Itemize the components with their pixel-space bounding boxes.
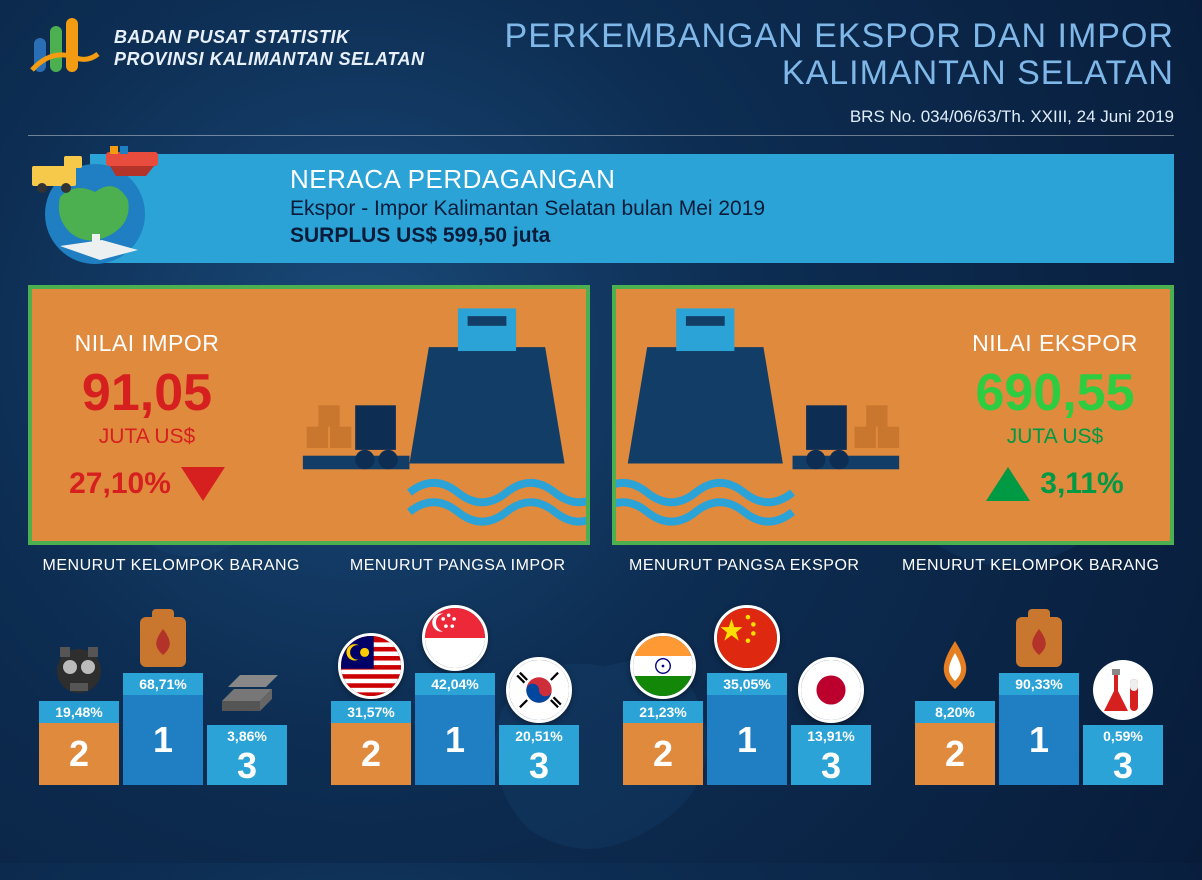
ekspor-change-pct: 3,11% — [1040, 467, 1123, 501]
page-title: PERKEMBANGAN EKSPOR DAN IMPOR KALIMANTAN… — [505, 18, 1174, 93]
podium-pct: 21,23% — [623, 701, 703, 723]
podium-group-1: 19,48% 2 68,71% 1 3,86% 3 — [28, 585, 298, 785]
impor-value: 91,05 — [82, 367, 212, 419]
ship-import-icon — [262, 289, 586, 541]
podium-rank: 3 — [207, 747, 287, 785]
podium-item: 42,04% 1 — [415, 605, 495, 785]
flag-japan-icon — [798, 657, 864, 723]
up-triangle-icon — [986, 467, 1030, 501]
podium-rank: 2 — [623, 723, 703, 785]
podium-rank: 2 — [39, 723, 119, 785]
title-line2: KALIMANTAN SELATAN — [505, 55, 1174, 92]
podium-group-2: 31,57% 2 42,04% 1 20,51% 3 — [320, 585, 590, 785]
podium-rank: 3 — [1083, 747, 1163, 785]
banner-line2: SURPLUS US$ 599,50 juta — [290, 222, 1140, 249]
podium-item: 20,51% 3 — [499, 657, 579, 785]
podium-group-4: 8,20% 2 90,33% 1 0,59% 3 — [904, 585, 1174, 785]
org-line2: PROVINSI KALIMANTAN SELATAN — [114, 48, 425, 71]
flag-malaysia-icon — [338, 633, 404, 699]
podium-item: 19,48% 2 — [39, 633, 119, 785]
sec-label-2: MENURUT PANGSA IMPOR — [315, 557, 602, 575]
header: BADAN PUSAT STATISTIK PROVINSI KALIMANTA… — [0, 0, 1202, 101]
impor-unit: JUTA US$ — [99, 425, 195, 449]
brs-number: BRS No. 034/06/63/Th. XXIII, 24 Juni 201… — [0, 107, 1202, 127]
down-triangle-icon — [181, 467, 225, 501]
oil-drop-icon — [922, 633, 988, 699]
podium-rank: 1 — [123, 695, 203, 785]
podium-pct: 20,51% — [499, 725, 579, 747]
engine-icon — [46, 633, 112, 699]
ekspor-change: 3,11% — [986, 467, 1123, 501]
impor-change-pct: 27,10% — [69, 467, 171, 501]
banner: NERACA PERDAGANGAN Ekspor - Impor Kalima… — [130, 154, 1174, 264]
org-block: BADAN PUSAT STATISTIK PROVINSI KALIMANTA… — [28, 18, 425, 78]
banner-line1: Ekspor - Impor Kalimantan Selatan bulan … — [290, 195, 1140, 222]
podium-rank: 1 — [415, 695, 495, 785]
podium-rank: 3 — [791, 747, 871, 785]
impor-card: NILAI IMPOR 91,05 JUTA US$ 27,10% — [28, 285, 590, 545]
fuel-bag-icon — [1006, 605, 1072, 671]
header-rule — [28, 135, 1174, 136]
org-line1: BADAN PUSAT STATISTIK — [114, 26, 425, 49]
podium-pct: 13,91% — [791, 725, 871, 747]
fuel-bag-icon — [130, 605, 196, 671]
podium-pct: 35,05% — [707, 673, 787, 695]
podium-pct: 3,86% — [207, 725, 287, 747]
podium-rank: 2 — [915, 723, 995, 785]
ekspor-title: NILAI EKSPOR — [972, 330, 1138, 357]
flag-singapore-icon — [422, 605, 488, 671]
podiums: 19,48% 2 68,71% 1 3,86% 3 31,57% 2 — [28, 585, 1174, 785]
podium-item: 21,23% 2 — [623, 633, 703, 785]
chemistry-icon — [1090, 657, 1156, 723]
flag-china-icon — [714, 605, 780, 671]
podium-item: 3,86% 3 — [207, 657, 287, 785]
banner-heading: NERACA PERDAGANGAN — [290, 164, 1140, 195]
podium-pct: 68,71% — [123, 673, 203, 695]
flag-india-icon — [630, 633, 696, 699]
ekspor-card: NILAI EKSPOR 690,55 JUTA US$ 3,11% — [612, 285, 1174, 545]
podium-pct: 31,57% — [331, 701, 411, 723]
podium-pct: 8,20% — [915, 701, 995, 723]
sec-label-4: MENURUT KELOMPOK BARANG — [888, 557, 1175, 575]
ship-export-icon — [616, 289, 940, 541]
podium-item: 68,71% 1 — [123, 605, 203, 785]
sec-label-3: MENURUT PANGSA EKSPOR — [601, 557, 888, 575]
podium-rank: 1 — [999, 695, 1079, 785]
steel-icon — [214, 657, 280, 723]
podium-item: 8,20% 2 — [915, 633, 995, 785]
podium-group-3: 21,23% 2 35,05% 1 13,91% 3 — [612, 585, 882, 785]
title-line1: PERKEMBANGAN EKSPOR DAN IMPOR — [505, 18, 1174, 55]
podium-item: 31,57% 2 — [331, 633, 411, 785]
impor-change: 27,10% — [69, 467, 225, 501]
podium-pct: 90,33% — [999, 673, 1079, 695]
globe-trade-icon — [20, 142, 170, 272]
sec-label-1: MENURUT KELOMPOK BARANG — [28, 557, 315, 575]
impor-title: NILAI IMPOR — [75, 330, 220, 357]
podium-pct: 0,59% — [1083, 725, 1163, 747]
ekspor-value: 690,55 — [975, 367, 1134, 419]
podium-item: 90,33% 1 — [999, 605, 1079, 785]
bps-logo-icon — [28, 18, 102, 78]
podium-rank: 3 — [499, 747, 579, 785]
podium-rank: 1 — [707, 695, 787, 785]
podium-item: 13,91% 3 — [791, 657, 871, 785]
podium-pct: 19,48% — [39, 701, 119, 723]
ekspor-unit: JUTA US$ — [1007, 425, 1103, 449]
flag-korea-icon — [506, 657, 572, 723]
podium-item: 0,59% 3 — [1083, 657, 1163, 785]
podium-item: 35,05% 1 — [707, 605, 787, 785]
podium-rank: 2 — [331, 723, 411, 785]
section-labels: MENURUT KELOMPOK BARANG MENURUT PANGSA I… — [28, 557, 1174, 575]
podium-pct: 42,04% — [415, 673, 495, 695]
